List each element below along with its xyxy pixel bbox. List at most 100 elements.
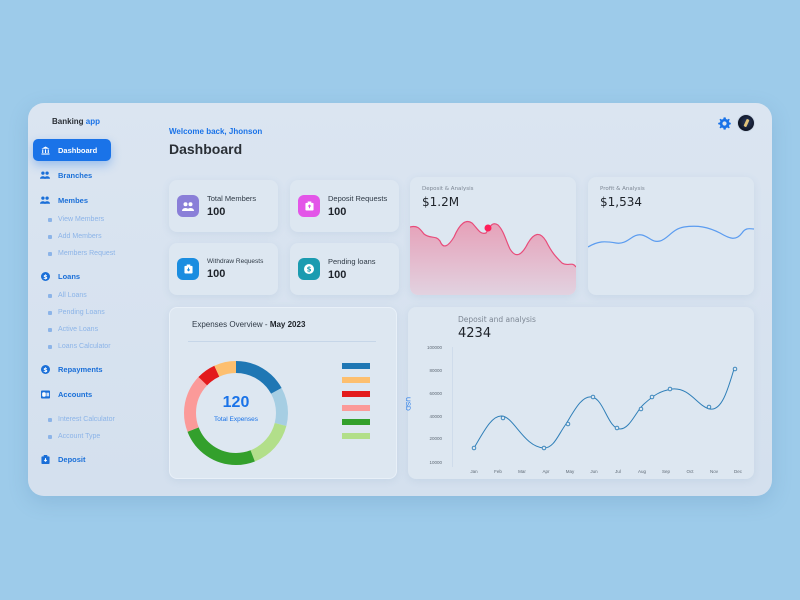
card-title: Deposit & Analysis	[422, 186, 474, 192]
sidebar-item-dashboard[interactable]: Dashboard	[33, 139, 111, 161]
bullet-icon	[48, 293, 52, 298]
sidebar-item-label: Deposit	[58, 454, 86, 464]
y-tick: 10000	[429, 460, 442, 465]
highlight-point[interactable]	[484, 224, 492, 232]
dollar-circle-icon: $	[40, 271, 50, 281]
x-tick: Aug	[637, 469, 646, 474]
svg-text:$: $	[43, 366, 47, 373]
subitem-label: Loans Calculator	[58, 343, 111, 350]
legend-swatch[interactable]	[342, 363, 370, 369]
sidebar-subitem-add-members[interactable]: Add Members	[33, 228, 153, 245]
sidebar-item-label: Branches	[58, 170, 93, 180]
bullet-icon	[48, 434, 52, 439]
subitem-label: Account Type	[58, 433, 101, 440]
legend-swatch[interactable]	[342, 433, 370, 439]
bullet-icon	[48, 251, 52, 256]
stat-card-pending-loans[interactable]: $ Pending loans 100	[290, 243, 399, 295]
legend-swatch[interactable]	[342, 377, 370, 383]
subitem-label: Interest Calculator	[58, 416, 115, 423]
chart-title: Deposit and analysis	[458, 315, 536, 324]
y-tick: 60000	[429, 391, 442, 396]
gear-icon[interactable]	[718, 117, 731, 130]
sidebar-item-accounts[interactable]: Accounts	[33, 383, 153, 405]
svg-text:$: $	[43, 273, 47, 280]
sidebar-subitem-interest-calculator[interactable]: Interest Calculator	[33, 411, 153, 428]
card-title: Profit & Analysis	[600, 186, 645, 192]
expenses-title-prefix: Expenses Overview -	[192, 320, 270, 329]
chart-value: 4234	[458, 326, 492, 341]
stat-label: Total Members	[207, 194, 257, 203]
stat-value: 100	[328, 206, 347, 218]
expenses-overview-card: Expenses Overview - May 2023 120 Total E…	[169, 307, 397, 479]
x-tick: Feb	[494, 469, 502, 474]
deposit-line-chart[interactable]	[408, 307, 754, 479]
stat-value: 100	[207, 206, 226, 218]
sidebar-item-loans[interactable]: $ Loans	[33, 265, 153, 287]
people-icon	[40, 195, 50, 205]
legend-swatch[interactable]	[342, 419, 370, 425]
expenses-donut-chart[interactable]	[176, 353, 296, 473]
deposit-analysis-card[interactable]: Deposit & Analysis $1.2M	[410, 177, 576, 295]
sidebar-subitem-all-loans[interactable]: All Loans	[33, 287, 153, 304]
y-tick: 40000	[429, 414, 442, 419]
y-tick: 20000	[429, 436, 442, 441]
sidebar-subitem-loans-calculator[interactable]: Loans Calculator	[33, 338, 153, 355]
app-window: Banking app Dashboard Branches Membes Vi…	[28, 103, 772, 496]
y-tick: 80000	[429, 368, 442, 373]
card-value: $1.2M	[422, 195, 460, 209]
sidebar-item-repayments[interactable]: $ Repayments	[33, 358, 153, 380]
sidebar-item-label: Accounts	[58, 389, 93, 399]
dollar-circle-icon: $	[298, 258, 320, 280]
x-tick: Jul	[615, 469, 621, 474]
dollar-circle-icon: $	[40, 364, 50, 374]
total-expenses-value: 120	[222, 394, 250, 411]
brand-logo: Banking app	[52, 117, 100, 126]
deposit-bag-icon	[298, 195, 320, 217]
bullet-icon	[48, 310, 52, 315]
y-tick: 100000	[426, 345, 442, 350]
x-tick: Dec	[733, 469, 742, 474]
bullet-icon	[48, 417, 52, 422]
x-tick: Apr	[542, 469, 550, 474]
welcome-message: Welcome back, Jhonson	[169, 127, 263, 136]
x-tick: May	[565, 469, 575, 474]
deposit-bag-icon	[40, 454, 50, 464]
sidebar: Dashboard Branches Membes View Members A…	[33, 139, 153, 470]
svg-text:$: $	[307, 266, 312, 274]
bullet-icon	[48, 234, 52, 239]
stat-card-total-members[interactable]: Total Members 100	[169, 180, 278, 232]
x-tick: Nov	[709, 469, 718, 474]
legend-swatch[interactable]	[342, 405, 370, 411]
brand-accent: app	[85, 117, 101, 126]
subitem-label: View Members	[58, 216, 105, 223]
stat-card-withdraw-requests[interactable]: Withdraw Requests 100	[169, 243, 278, 295]
sidebar-subitem-active-loans[interactable]: Active Loans	[33, 321, 153, 338]
sidebar-subitem-view-members[interactable]: View Members	[33, 211, 153, 228]
profit-line-chart	[588, 225, 754, 248]
deposit-area-chart	[410, 220, 576, 295]
divider	[188, 341, 376, 342]
stat-label: Pending loans	[328, 257, 376, 266]
profit-analysis-card[interactable]: Profit & Analysis $1,534	[588, 177, 754, 295]
bullet-icon	[48, 344, 52, 349]
stat-value: 100	[207, 268, 226, 280]
sidebar-subitem-account-type[interactable]: Account Type	[33, 428, 153, 445]
y-axis	[452, 347, 453, 467]
sidebar-item-deposit[interactable]: Deposit	[33, 448, 153, 470]
subitem-label: Pending Loans	[58, 309, 105, 316]
legend-swatch[interactable]	[342, 391, 370, 397]
sidebar-subitem-members-request[interactable]: Members Request	[33, 245, 153, 262]
sidebar-item-members[interactable]: Membes	[33, 189, 153, 211]
sidebar-item-branches[interactable]: Branches	[33, 164, 153, 186]
x-tick: Oct	[686, 469, 694, 474]
expenses-title-period: May 2023	[269, 320, 306, 329]
sidebar-subitem-pending-loans[interactable]: Pending Loans	[33, 304, 153, 321]
avatar[interactable]	[737, 114, 755, 132]
card-value: $1,534	[600, 195, 642, 209]
outlook-icon	[40, 389, 50, 399]
stat-card-deposit-requests[interactable]: Deposit Requests 100	[290, 180, 399, 232]
x-tick: Mar	[518, 469, 526, 474]
subitem-label: Add Members	[58, 233, 102, 240]
x-tick: Sep	[661, 469, 670, 474]
bank-icon	[40, 145, 50, 155]
